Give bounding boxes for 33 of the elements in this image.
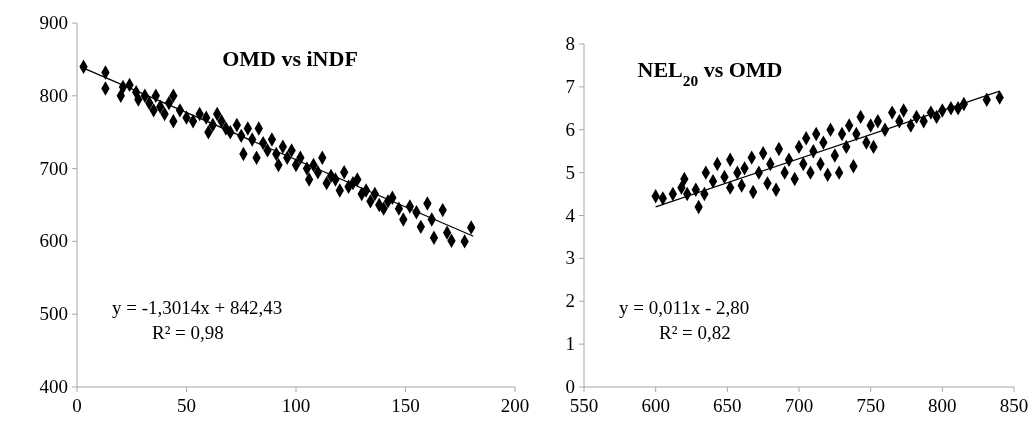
y-tick-label: 900 xyxy=(39,12,68,33)
annotation: y = -1,3014x + 842,43 xyxy=(112,297,283,318)
x-tick-label: 800 xyxy=(928,395,957,416)
y-tick-label: 400 xyxy=(39,376,68,397)
x-tick-label: 150 xyxy=(391,395,420,416)
text: OMD vs iNDF xyxy=(222,46,358,71)
x-tick-label: 550 xyxy=(569,395,599,416)
x-tick-label: 50 xyxy=(177,395,196,416)
annotation: y = 0,011x - 2,80 xyxy=(619,297,750,318)
y-tick-label: 700 xyxy=(39,157,68,179)
y-tick-label: 4 xyxy=(565,204,576,226)
y-tick-label: 500 xyxy=(39,303,68,325)
annotation: R² = 0,98 xyxy=(152,322,224,343)
y-tick-label: 6 xyxy=(565,118,575,140)
x-tick-label: 100 xyxy=(281,395,311,416)
y-tick-label: 5 xyxy=(565,161,575,183)
y-tick-label: 1 xyxy=(565,333,575,355)
x-tick-label: 850 xyxy=(999,395,1029,416)
annotation: R² = 0,82 xyxy=(659,322,731,343)
x-tick-label: 200 xyxy=(500,395,530,416)
x-tick-label: 650 xyxy=(713,395,742,416)
text: NEL$_{20}$ vs OMD xyxy=(637,57,783,89)
y-tick-label: 8 xyxy=(565,33,575,54)
x-tick-label: 700 xyxy=(784,395,814,416)
y-tick-label: 2 xyxy=(565,290,575,312)
x-tick-label: 600 xyxy=(641,395,670,416)
x-tick-label: 750 xyxy=(856,395,885,416)
y-tick-label: 0 xyxy=(565,376,575,397)
y-tick-label: 600 xyxy=(39,230,68,252)
y-tick-label: 800 xyxy=(39,84,68,106)
y-tick-label: 3 xyxy=(565,247,575,269)
y-tick-label: 7 xyxy=(565,75,575,97)
x-tick-label: 0 xyxy=(72,395,82,416)
